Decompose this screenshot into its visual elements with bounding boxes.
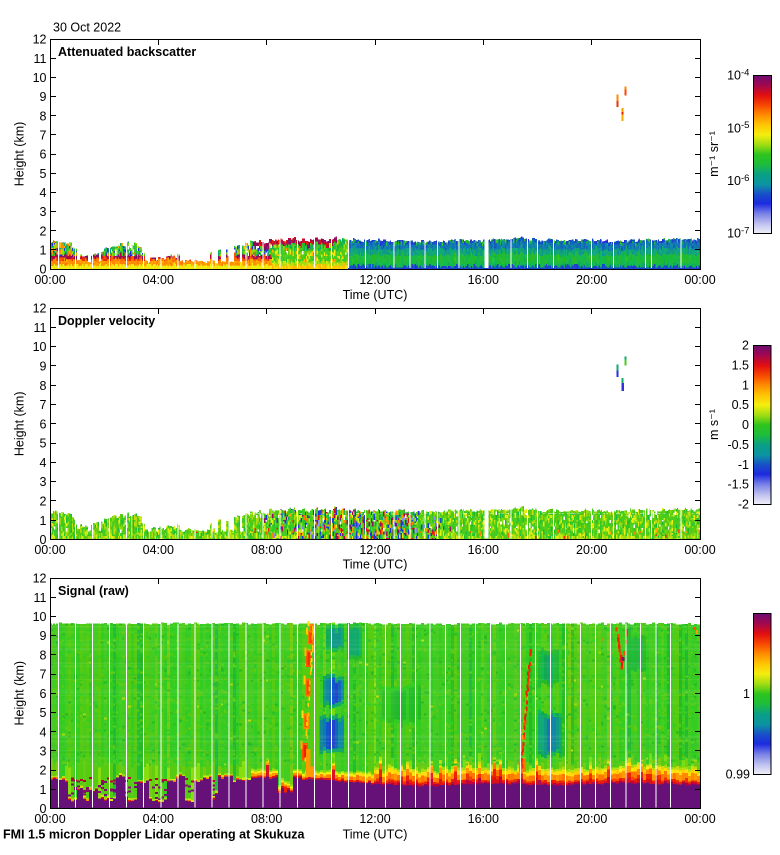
svg-text:Height (km): Height (km) xyxy=(13,122,27,187)
svg-text:8: 8 xyxy=(40,648,47,662)
svg-text:00:00: 00:00 xyxy=(684,812,715,826)
svg-text:00:00: 00:00 xyxy=(684,273,715,287)
svg-text:FMI 1.5 micron Doppler Lidar o: FMI 1.5 micron Doppler Lidar operating a… xyxy=(3,828,305,842)
svg-text:-4: -4 xyxy=(741,68,749,79)
svg-text:4: 4 xyxy=(40,186,47,200)
svg-text:12:00: 12:00 xyxy=(359,273,390,287)
svg-text:00:00: 00:00 xyxy=(34,273,65,287)
svg-text:08:00: 08:00 xyxy=(251,273,282,287)
svg-text:-1: -1 xyxy=(738,458,749,472)
svg-text:8: 8 xyxy=(40,379,47,393)
svg-text:6: 6 xyxy=(40,687,47,701)
svg-text:1: 1 xyxy=(40,514,47,528)
svg-text:1: 1 xyxy=(40,783,47,797)
svg-text:04:00: 04:00 xyxy=(143,812,174,826)
svg-text:12: 12 xyxy=(33,302,47,316)
svg-text:20:00: 20:00 xyxy=(576,543,607,557)
svg-text:10: 10 xyxy=(33,340,47,354)
svg-text:12: 12 xyxy=(33,572,47,586)
svg-text:20:00: 20:00 xyxy=(576,812,607,826)
svg-text:04:00: 04:00 xyxy=(143,273,174,287)
svg-text:3: 3 xyxy=(40,475,47,489)
svg-text:00:00: 00:00 xyxy=(684,543,715,557)
svg-text:9: 9 xyxy=(40,629,47,643)
svg-text:4: 4 xyxy=(40,456,47,470)
svg-text:Time (UTC): Time (UTC) xyxy=(343,828,408,842)
svg-text:Signal (raw): Signal (raw) xyxy=(58,584,129,598)
svg-text:-1.5: -1.5 xyxy=(727,478,749,492)
svg-text:2: 2 xyxy=(742,339,749,353)
svg-text:10: 10 xyxy=(727,174,741,188)
svg-text:-7: -7 xyxy=(741,226,749,237)
svg-text:0: 0 xyxy=(40,263,47,277)
svg-text:5: 5 xyxy=(40,167,47,181)
svg-text:0: 0 xyxy=(40,802,47,816)
svg-text:10: 10 xyxy=(727,121,741,135)
svg-text:10: 10 xyxy=(727,227,741,241)
svg-text:00:00: 00:00 xyxy=(34,812,65,826)
svg-text:-6: -6 xyxy=(741,173,749,184)
svg-text:0: 0 xyxy=(742,418,749,432)
svg-text:16:00: 16:00 xyxy=(468,273,499,287)
svg-text:9: 9 xyxy=(40,90,47,104)
svg-text:7: 7 xyxy=(40,398,47,412)
svg-text:7: 7 xyxy=(40,128,47,142)
svg-text:Time (UTC): Time (UTC) xyxy=(343,288,408,302)
svg-text:10: 10 xyxy=(33,71,47,85)
svg-text:04:00: 04:00 xyxy=(143,543,174,557)
svg-text:2: 2 xyxy=(40,224,47,238)
svg-text:08:00: 08:00 xyxy=(251,543,282,557)
svg-text:00:00: 00:00 xyxy=(34,543,65,557)
svg-text:1: 1 xyxy=(40,243,47,257)
svg-text:0.5: 0.5 xyxy=(732,398,749,412)
svg-text:9: 9 xyxy=(40,360,47,374)
svg-text:10: 10 xyxy=(727,69,741,83)
svg-text:-0.5: -0.5 xyxy=(727,438,749,452)
svg-text:11: 11 xyxy=(34,52,47,66)
svg-text:6: 6 xyxy=(40,148,47,162)
svg-text:7: 7 xyxy=(40,668,47,682)
svg-text:12:00: 12:00 xyxy=(359,543,390,557)
svg-text:3: 3 xyxy=(40,745,47,759)
svg-text:m⁻¹ sr⁻¹: m⁻¹ sr⁻¹ xyxy=(707,131,721,177)
svg-text:-5: -5 xyxy=(741,120,749,131)
svg-text:16:00: 16:00 xyxy=(468,812,499,826)
svg-text:16:00: 16:00 xyxy=(468,543,499,557)
svg-text:1: 1 xyxy=(742,378,749,392)
svg-text:4: 4 xyxy=(40,725,47,739)
svg-text:Attenuated backscatter: Attenuated backscatter xyxy=(58,45,196,59)
svg-text:20:00: 20:00 xyxy=(576,273,607,287)
svg-text:Height (km): Height (km) xyxy=(13,661,27,726)
svg-text:12:00: 12:00 xyxy=(359,812,390,826)
svg-text:0: 0 xyxy=(40,533,47,547)
svg-text:0.99: 0.99 xyxy=(726,768,750,782)
svg-text:11: 11 xyxy=(34,591,47,605)
svg-text:Time (UTC): Time (UTC) xyxy=(343,558,408,572)
svg-text:3: 3 xyxy=(40,205,47,219)
svg-text:08:00: 08:00 xyxy=(251,812,282,826)
svg-text:30 Oct 2022: 30 Oct 2022 xyxy=(53,21,121,35)
svg-text:6: 6 xyxy=(40,417,47,431)
svg-text:5: 5 xyxy=(40,706,47,720)
svg-text:1: 1 xyxy=(743,687,750,701)
svg-text:m s⁻¹: m s⁻¹ xyxy=(707,409,721,440)
svg-text:1.5: 1.5 xyxy=(732,359,749,373)
svg-text:11: 11 xyxy=(34,321,47,335)
svg-text:5: 5 xyxy=(40,437,47,451)
svg-text:8: 8 xyxy=(40,109,47,123)
svg-text:2: 2 xyxy=(40,495,47,509)
svg-text:-2: -2 xyxy=(738,498,749,512)
svg-text:10: 10 xyxy=(33,610,47,624)
svg-text:Height (km): Height (km) xyxy=(13,392,27,457)
svg-text:Doppler velocity: Doppler velocity xyxy=(58,314,155,328)
svg-text:12: 12 xyxy=(33,33,47,47)
svg-text:2: 2 xyxy=(40,764,47,778)
